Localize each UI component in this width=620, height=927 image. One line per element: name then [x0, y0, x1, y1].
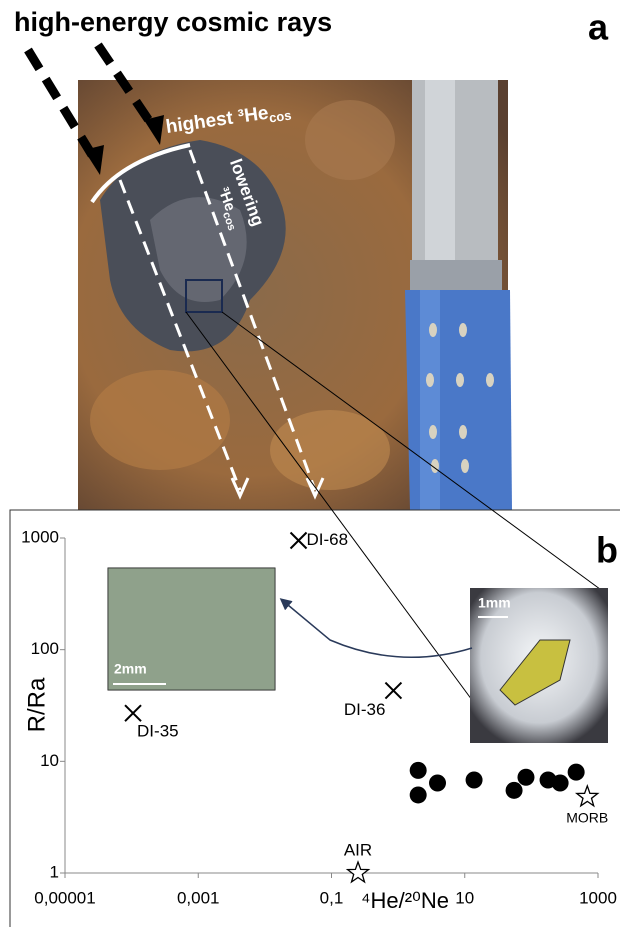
point — [517, 769, 534, 786]
point — [385, 683, 401, 699]
inset-right: 1mm — [470, 588, 608, 743]
y-tick-label: 1000 — [21, 527, 59, 546]
point — [291, 532, 307, 548]
x-tick-label: 0,001 — [177, 888, 220, 907]
point — [125, 705, 141, 721]
point-label: AIR — [344, 840, 372, 859]
y-tick-label: 10 — [40, 751, 59, 770]
x-tick-label: 10 — [455, 888, 474, 907]
point — [552, 774, 569, 791]
scale-label: 2mm — [114, 661, 147, 677]
point — [466, 772, 483, 789]
y-tick-label: 1 — [50, 862, 59, 881]
point-label: MORB — [566, 810, 608, 826]
point — [568, 764, 585, 781]
scale-label: 1mm — [478, 595, 511, 611]
figure: high-energy cosmic rays a highest ³Hecos… — [0, 0, 620, 927]
y-tick-label: 100 — [31, 639, 59, 658]
x-tick-label: 1000 — [579, 888, 617, 907]
heading: high-energy cosmic rays — [14, 7, 332, 37]
x-axis-label: ⁴He/²⁰Ne — [361, 888, 449, 913]
x-tick-label: 0,00001 — [34, 888, 95, 907]
inset-left: 2mm — [108, 568, 275, 690]
point — [429, 774, 446, 791]
panel-label: a — [588, 7, 609, 48]
point — [577, 786, 598, 806]
point — [506, 782, 523, 799]
point — [410, 786, 427, 803]
point — [410, 762, 427, 779]
point-label: DI-36 — [344, 700, 386, 719]
annotation-sub: cos — [268, 108, 292, 126]
point-label: DI-68 — [307, 530, 349, 549]
photo — [78, 80, 512, 510]
x-tick-label: 0,1 — [320, 888, 344, 907]
panel-label: b — [596, 530, 618, 571]
y-axis-label: R/Ra — [23, 677, 50, 732]
point-label: DI-35 — [137, 722, 179, 741]
point — [348, 862, 369, 882]
